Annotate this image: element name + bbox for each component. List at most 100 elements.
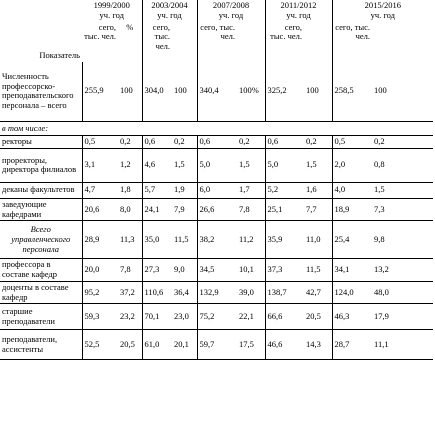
value-cell: 17,9 xyxy=(372,303,434,331)
count-header: сего, тыс. чел. xyxy=(331,21,373,62)
year-header: 2015/2016 уч. год xyxy=(331,0,434,22)
value-cell: 1,5 xyxy=(172,148,197,183)
indicator-label: Показатель xyxy=(39,49,80,60)
count-header: сего, тыс. чел. xyxy=(84,21,116,42)
value-cell: 1,5 xyxy=(237,148,265,183)
value-cell: 0,6 xyxy=(141,135,172,149)
percent-header xyxy=(237,22,265,62)
year-unit: уч. год xyxy=(218,9,244,20)
value-cell: 46,3 xyxy=(331,303,373,331)
value-cell: 1,2 xyxy=(118,148,142,183)
value-cell: 8,0 xyxy=(118,198,142,222)
value-cell: 5,7 xyxy=(141,182,172,199)
value-cell: 11,1 xyxy=(372,329,434,361)
year-header: 1999/2000 уч. год xyxy=(82,0,142,22)
value-cell: 138,7 xyxy=(264,281,304,305)
year-header: 2011/2012 уч. год xyxy=(264,0,333,22)
table-row: ректоры 0,5 0,2 0,6 0,2 0,6 0,2 0,6 0,2 0,5 0,2 xyxy=(0,135,434,149)
value-cell: 75,2 xyxy=(196,303,237,331)
value-cell: 95,2 xyxy=(81,281,118,305)
value-cell: 11,2 xyxy=(237,220,265,260)
value-cell: 37,2 xyxy=(118,281,142,305)
value-cell: 255,9 xyxy=(81,61,118,123)
value-cell: 22,1 xyxy=(237,303,265,331)
value-cell: 4,7 xyxy=(81,182,118,199)
value-cell: 7,9 xyxy=(172,198,197,222)
data-table: 1999/2000 уч. год 2003/2004 уч. год 2007/200… xyxy=(0,0,434,361)
row-label: заведующие кафедрами xyxy=(0,198,82,222)
value-cell: 66,6 xyxy=(264,303,304,331)
row-label: в том числе: xyxy=(0,121,434,137)
value-cell: 20,5 xyxy=(304,303,333,331)
value-cell: 100% xyxy=(237,61,265,123)
year-unit: уч. год xyxy=(370,9,395,20)
subheader-row: Показатель сего, тыс. чел.% сего, тыс. чел… xyxy=(0,21,433,62)
value-cell: 11,5 xyxy=(172,220,197,260)
year-header: 2003/2004 уч. год xyxy=(141,0,197,22)
year: 2011/2012 xyxy=(280,0,317,10)
value-cell: 9,8 xyxy=(372,220,434,260)
table-row: Численность профессорско-преподавательск… xyxy=(0,61,434,123)
year: 2003/2004 xyxy=(151,0,188,10)
value-cell: 5,0 xyxy=(196,148,237,183)
percent-header: % xyxy=(126,21,134,32)
value-cell: 38,2 xyxy=(196,220,237,260)
row-label: деканы факультетов xyxy=(0,182,82,199)
value-cell: 100 xyxy=(372,61,434,123)
value-cell: 110,6 xyxy=(141,281,172,305)
percent-header xyxy=(172,22,197,62)
year-unit: уч. год xyxy=(286,9,311,20)
value-cell: 5,2 xyxy=(264,182,304,199)
value-cell: 7,7 xyxy=(304,198,333,222)
value-cell: 48,0 xyxy=(372,281,434,305)
value-cell: 132,9 xyxy=(196,281,237,305)
value-cell: 100 xyxy=(304,61,333,123)
value-cell: 340,4 xyxy=(196,61,237,123)
value-cell: 0,2 xyxy=(172,135,197,149)
value-cell: 7,8 xyxy=(118,258,142,282)
value-cell: 20,0 xyxy=(81,258,118,282)
value-cell: 70,1 xyxy=(141,303,172,331)
row-label: Численность профессорско-преподавательск… xyxy=(0,61,82,123)
table-body: 1999/2000 уч. год 2003/2004 уч. год 2007/200… xyxy=(0,0,434,361)
table-row: Всего управленческого персонала 28,9 11,3 3… xyxy=(0,220,434,260)
value-cell: 37,3 xyxy=(264,258,304,282)
corner-cell xyxy=(0,0,82,22)
count-header: сего, тыс. чел. xyxy=(141,21,172,62)
value-cell: 325,2 xyxy=(264,61,304,123)
count-header: сего, тыс. чел. xyxy=(264,21,304,62)
value-cell: 24,1 xyxy=(141,198,172,222)
header-row: 1999/2000 уч. год 2003/2004 уч. год 2007/200… xyxy=(0,0,434,22)
value-cell: 25,4 xyxy=(331,220,373,260)
value-cell: 11,5 xyxy=(304,258,333,282)
value-cell: 39,0 xyxy=(237,281,265,305)
value-cell: 2,0 xyxy=(331,148,373,183)
value-cell: 27,3 xyxy=(141,258,172,282)
value-cell: 13,2 xyxy=(372,258,434,282)
year-header: 2007/2008 уч. год xyxy=(196,0,265,22)
row-label: проректоры, директора филиалов xyxy=(0,148,82,183)
value-cell: 14,3 xyxy=(304,329,333,361)
value-cell: 23,2 xyxy=(118,303,142,331)
table-row: преподаватели, ассистенты 52,5 20,5 61,0 20,… xyxy=(0,329,434,361)
value-cell: 20,6 xyxy=(81,198,118,222)
value-cell: 4,6 xyxy=(141,148,172,183)
row-label: Всего управленческого персонала xyxy=(0,220,82,260)
table-row: в том числе: xyxy=(0,121,434,137)
table-row: доценты в составе кафедр 95,2 37,2 110,6 36,… xyxy=(0,281,434,305)
year-unit: уч. год xyxy=(157,9,182,20)
value-cell: 25,1 xyxy=(264,198,304,222)
table-row: заведующие кафедрами 20,6 8,0 24,1 7,9 26,6 7,… xyxy=(0,198,434,222)
value-cell: 18,9 xyxy=(331,198,373,222)
value-cell: 46,6 xyxy=(264,329,304,361)
value-cell: 36,4 xyxy=(172,281,197,305)
value-cell: 1,7 xyxy=(237,182,265,199)
value-cell: 26,6 xyxy=(196,198,237,222)
value-cell: 0,2 xyxy=(304,135,333,149)
value-cell: 0,6 xyxy=(196,135,237,149)
table-row: старшие преподаватели 59,3 23,2 70,1 23,0 75,… xyxy=(0,303,434,331)
value-cell: 1,5 xyxy=(372,182,434,199)
value-cell: 9,0 xyxy=(172,258,197,282)
value-cell: 35,0 xyxy=(141,220,172,260)
